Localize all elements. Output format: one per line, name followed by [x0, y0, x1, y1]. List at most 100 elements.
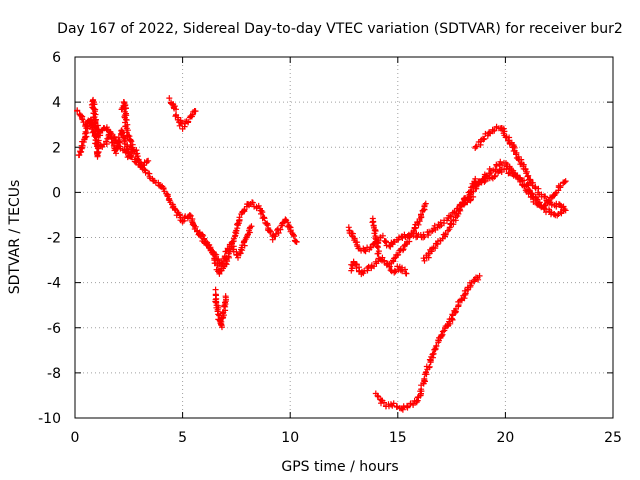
data-point: [120, 99, 127, 105]
data-point: [374, 392, 381, 399]
data-point: [103, 141, 110, 147]
data-point: [166, 95, 173, 102]
data-point: [521, 177, 527, 184]
data-point: [528, 190, 535, 197]
data-point: [465, 194, 472, 201]
data-point: [486, 129, 493, 136]
data-point: [561, 179, 568, 186]
data-point: [185, 118, 192, 125]
data-point: [415, 221, 422, 228]
data-point: [460, 196, 467, 203]
data-point: [541, 193, 548, 200]
data-point: [130, 146, 137, 153]
data-point: [392, 268, 399, 275]
data-point: [275, 230, 282, 236]
data-point: [425, 232, 432, 239]
data-point: [423, 369, 429, 376]
data-point: [473, 183, 480, 190]
data-point: [124, 154, 131, 161]
data-point: [432, 245, 439, 252]
data-point: [261, 215, 268, 222]
data-point: [525, 172, 532, 179]
chart-title: Day 167 of 2022, Sidereal Day-to-day VTE…: [57, 21, 623, 37]
data-point: [145, 157, 152, 164]
x-tick-label: 5: [178, 430, 187, 446]
data-point: [399, 235, 406, 241]
data-point: [122, 105, 129, 112]
data-point: [462, 290, 469, 297]
grid-lines: [75, 57, 613, 418]
data-point: [247, 224, 254, 231]
data-point: [561, 206, 568, 213]
data-point: [209, 247, 215, 254]
data-point: [103, 124, 110, 131]
data-point: [439, 328, 446, 335]
data-point: [381, 399, 387, 406]
y-tick-label: 0: [52, 185, 61, 201]
data-point: [430, 350, 437, 357]
data-point: [277, 226, 284, 233]
data-point: [404, 404, 411, 411]
data-point: [448, 213, 455, 220]
data-point: [108, 139, 115, 146]
data-point: [248, 223, 255, 230]
data-point: [438, 332, 445, 339]
data-point: [473, 143, 480, 150]
data-point: [93, 134, 100, 141]
data-point: [379, 232, 386, 239]
data-point: [173, 106, 179, 113]
data-point: [269, 236, 276, 243]
data-point: [426, 363, 433, 370]
data-point: [503, 166, 510, 173]
data-point: [455, 302, 462, 308]
data-point: [457, 207, 464, 214]
data-point: [243, 234, 250, 241]
data-point: [400, 246, 407, 253]
y-axis-label: SDTVAR / TECUs: [7, 180, 23, 295]
x-tick-label: 10: [281, 430, 299, 446]
x-axis-label: GPS time / hours: [281, 459, 398, 475]
data-point: [470, 184, 476, 191]
data-point: [422, 200, 429, 207]
data-point: [562, 178, 569, 185]
y-tick-label: 4: [52, 95, 61, 111]
data-point: [434, 241, 441, 248]
data-point: [259, 209, 266, 216]
data-point: [216, 270, 223, 277]
data-point: [368, 244, 375, 251]
data-point: [199, 231, 206, 238]
data-point: [351, 235, 358, 242]
data-point: [560, 207, 567, 214]
data-point: [403, 270, 410, 277]
data-point: [236, 214, 243, 221]
data-point: [362, 248, 369, 255]
data-point: [77, 149, 84, 156]
data-point: [381, 258, 388, 265]
data-point: [437, 219, 444, 226]
data-point: [402, 266, 408, 273]
data-point: [371, 230, 378, 237]
data-point: [458, 296, 465, 303]
data-point: [114, 144, 121, 151]
data-point: [192, 223, 199, 230]
data-point: [374, 243, 381, 250]
data-point: [74, 108, 81, 114]
data-point: [82, 128, 89, 135]
y-tick-label: 6: [52, 50, 61, 66]
data-point: [92, 127, 99, 134]
data-point: [533, 195, 539, 202]
data-point: [426, 356, 433, 363]
data-point: [235, 254, 241, 261]
data-point: [189, 219, 196, 226]
data-point: [233, 227, 240, 234]
y-tick-label: -8: [47, 366, 61, 382]
data-point: [476, 272, 483, 279]
data-point: [390, 258, 397, 265]
data-point: [406, 234, 412, 241]
y-tick-label: -6: [47, 321, 61, 337]
y-tick-label: 2: [52, 140, 61, 156]
data-point: [395, 251, 402, 258]
axis-ticks: 0 5 10 15 20 25 -10 -8 -6 -4 -2 0 2 4 6: [38, 50, 622, 446]
data-points: [74, 95, 569, 413]
